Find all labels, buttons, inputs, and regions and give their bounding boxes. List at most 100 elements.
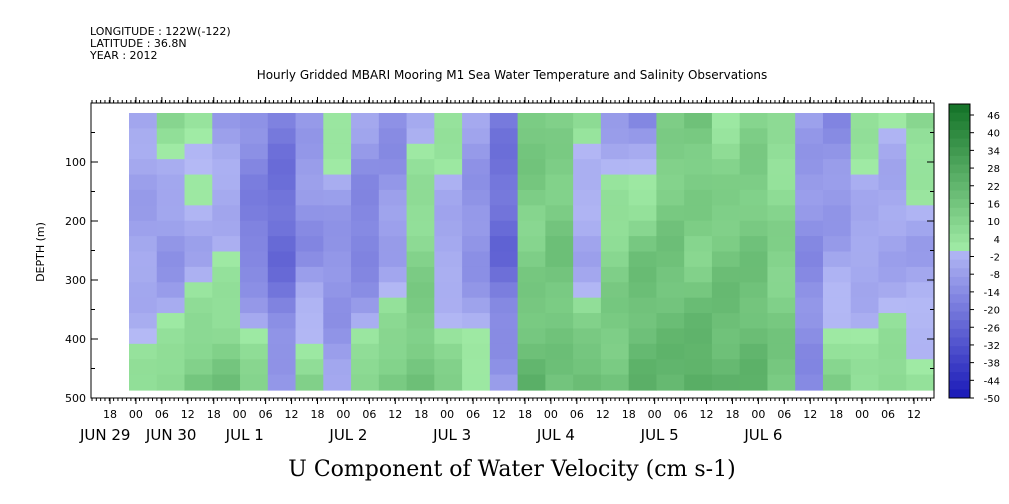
heatmap-cell	[156, 236, 186, 253]
heatmap-cell	[517, 282, 546, 299]
heatmap-cell	[434, 359, 463, 376]
heatmap-cell	[462, 282, 491, 299]
heatmap-cell	[434, 174, 463, 191]
colorbar-band	[949, 372, 970, 382]
colorbar-label: 46	[987, 111, 1000, 122]
heatmap-cell	[351, 359, 380, 376]
longitude-label: LONGITUDE : 122W(-122)	[90, 25, 231, 38]
heatmap-cell	[351, 251, 380, 268]
heatmap-cell	[878, 343, 907, 360]
colorbar: 46 40 34 28 22 16 10 4 -2 -8 -14 -20 -26 -32 -38 -44 -50	[948, 103, 1000, 405]
heatmap-cell	[573, 374, 602, 391]
heatmap-cell	[184, 159, 213, 176]
heatmap-cell	[212, 174, 241, 191]
heatmap-cell	[739, 297, 769, 314]
heatmap-cell	[351, 159, 380, 176]
heatmap-cell	[406, 251, 435, 268]
heatmap-cell	[711, 236, 741, 253]
heatmap-cell	[212, 128, 241, 145]
heatmap-cell	[628, 174, 658, 191]
heatmap-cell	[489, 374, 519, 391]
colorbar-band	[949, 104, 970, 114]
date-label: JUN 29	[79, 426, 130, 444]
hour-tick-label: 18	[518, 408, 532, 421]
heatmap-cell	[240, 205, 269, 222]
heatmap-cell	[767, 220, 796, 237]
heatmap-cell	[517, 328, 546, 345]
heatmap-cell	[240, 374, 269, 391]
heatmap-cell	[545, 143, 574, 160]
heatmap-cell	[822, 143, 852, 160]
heatmap-cell	[295, 374, 324, 391]
heatmap-cell	[711, 313, 741, 330]
heatmap-cell	[545, 251, 574, 268]
heatmap-cell	[767, 113, 796, 129]
date-label: JUL 5	[640, 426, 679, 444]
heatmap-cell	[434, 266, 463, 283]
heatmap-cell	[184, 282, 213, 299]
heatmap-cell	[517, 236, 546, 253]
heatmap-cell	[184, 328, 213, 345]
heatmap-cell	[295, 174, 324, 191]
hour-tick-label: 18	[725, 408, 739, 421]
heatmap-cell	[545, 282, 574, 299]
depth-tick-label: 500	[65, 392, 86, 405]
heatmap-cell	[711, 266, 741, 283]
heatmap-cell	[267, 143, 297, 160]
heatmap-cell	[517, 313, 546, 330]
heatmap-cell	[184, 236, 213, 253]
heatmap-cell	[795, 282, 824, 299]
hour-tick-label: 18	[622, 408, 636, 421]
heatmap-cell	[711, 251, 741, 268]
colorbar-band	[949, 112, 970, 122]
heatmap-cell	[656, 143, 685, 160]
heatmap-cell	[656, 159, 685, 176]
heatmap-cell	[323, 236, 352, 253]
colorbar-frame	[948, 103, 971, 399]
heatmap-cell	[850, 251, 880, 268]
heatmap-cell	[822, 220, 852, 237]
heatmap-cell	[323, 297, 352, 314]
heatmap-cell	[129, 313, 158, 330]
heatmap-cell	[489, 328, 519, 345]
colorbar-band	[949, 164, 970, 174]
heatmap-cell	[739, 374, 769, 391]
heatmap-cell	[295, 220, 324, 237]
heatmap-cell	[711, 174, 741, 191]
heatmap-cell	[351, 266, 380, 283]
heatmap-cell	[406, 113, 435, 129]
heatmap-cell	[739, 328, 769, 345]
hour-tick-label: 00	[751, 408, 765, 421]
heatmap-cell	[351, 313, 380, 330]
heatmap-cell	[434, 236, 463, 253]
heatmap-cell	[240, 143, 269, 160]
heatmap-cell	[628, 205, 658, 222]
heatmap-cell	[822, 374, 852, 391]
heatmap-cell	[878, 159, 907, 176]
heatmap-cell	[739, 251, 769, 268]
hour-tick-label: 18	[310, 408, 324, 421]
heatmap-cell	[545, 205, 574, 222]
colorbar-band	[949, 346, 970, 356]
hour-tick-label: 12	[907, 408, 921, 421]
heatmap-cell	[656, 297, 685, 314]
heatmap-cell	[656, 374, 685, 391]
heatmap-cell	[240, 236, 269, 253]
heatmap-cell	[628, 374, 658, 391]
heatmap-cell	[878, 205, 907, 222]
heatmap-cell	[711, 205, 741, 222]
heatmap-cell	[573, 282, 602, 299]
heatmap-cell	[628, 282, 658, 299]
heatmap-cell	[684, 159, 713, 176]
colorbar-band	[949, 233, 970, 243]
heatmap-cell	[378, 251, 408, 268]
heatmap-cell	[129, 113, 158, 129]
heatmap-cell	[767, 236, 796, 253]
heatmap-cell	[462, 143, 491, 160]
heatmap-cell	[878, 328, 907, 345]
heatmap-cell	[628, 359, 658, 376]
date-label: JUL 2	[328, 426, 367, 444]
heatmap-cell	[822, 328, 852, 345]
heatmap-cell	[351, 343, 380, 360]
